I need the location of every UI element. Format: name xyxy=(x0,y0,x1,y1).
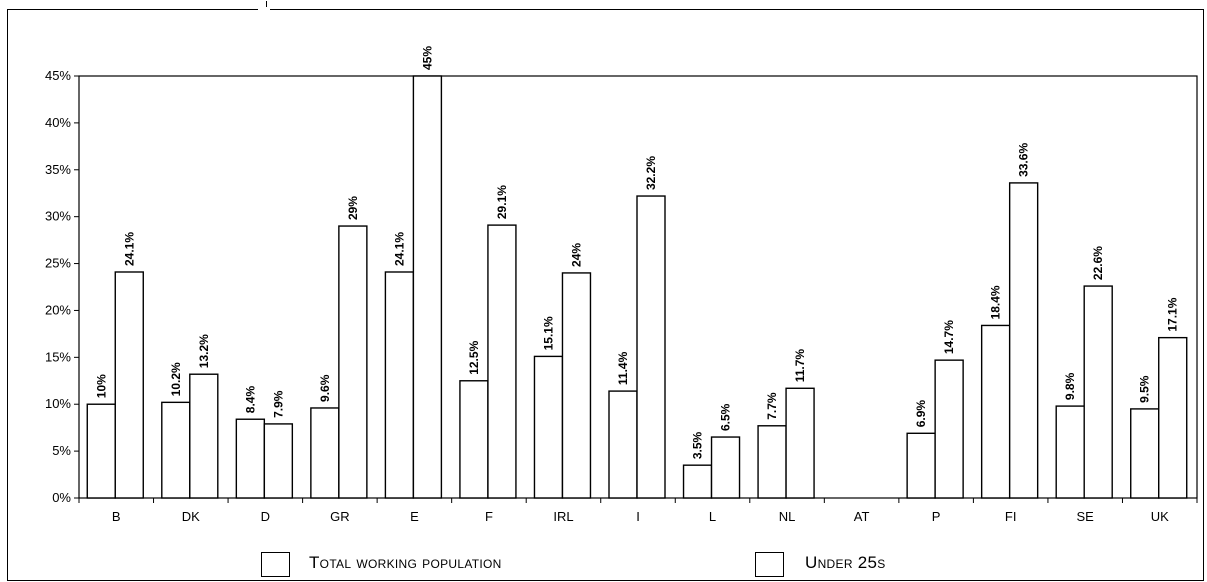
data-label-total: 18.4% xyxy=(989,285,1003,319)
frame-gap xyxy=(258,4,270,14)
bar-under25 xyxy=(710,436,741,499)
bar-under25 xyxy=(263,423,294,499)
x-tick-label: L xyxy=(709,509,716,524)
chart-frame xyxy=(7,9,1204,581)
bar-under25 xyxy=(934,359,964,499)
bar-total xyxy=(459,380,489,499)
data-label-under25: 6.5% xyxy=(719,403,733,431)
x-tick-label: P xyxy=(932,509,941,524)
data-label-under25: 33.6% xyxy=(1017,143,1031,177)
bar-under25 xyxy=(412,75,443,499)
data-label-total: 9.8% xyxy=(1063,372,1077,400)
bar-under25 xyxy=(785,387,815,499)
bar-total xyxy=(682,464,713,499)
bar-under25 xyxy=(561,272,592,499)
data-label-total: 24.1% xyxy=(392,232,406,266)
bar-total xyxy=(235,418,266,499)
data-label-total: 12.5% xyxy=(467,340,481,374)
data-label-under25: 17.1% xyxy=(1166,297,1180,331)
x-tick-label: GR xyxy=(330,509,350,524)
bar-total xyxy=(757,425,787,499)
data-label-total: 11.4% xyxy=(616,351,630,385)
legend-label-under25: Under 25s xyxy=(805,553,886,572)
bar-total xyxy=(310,407,340,499)
data-label-under25: 14.7% xyxy=(942,320,956,354)
data-label-total: 10% xyxy=(94,374,108,398)
y-tick-label: 15% xyxy=(45,349,71,364)
bar-under25 xyxy=(338,225,368,499)
bar-total xyxy=(608,390,638,499)
data-label-under25: 24% xyxy=(569,243,583,267)
data-label-total: 15.1% xyxy=(541,316,555,350)
legend-label-total: Total working population xyxy=(309,553,502,572)
y-tick-label: 20% xyxy=(45,302,71,317)
bar-under25 xyxy=(1008,182,1039,499)
bar-total xyxy=(1130,408,1160,499)
data-label-total: 7.7% xyxy=(765,392,779,420)
y-tick-label: 30% xyxy=(45,209,71,224)
data-label-under25: 24.1% xyxy=(122,232,136,266)
data-label-total: 9.6% xyxy=(318,374,332,402)
x-tick-label: B xyxy=(112,509,121,524)
y-tick-label: 40% xyxy=(45,115,71,130)
y-tick-label: 0% xyxy=(52,490,71,505)
y-tick-label: 25% xyxy=(45,256,71,271)
x-tick-label: D xyxy=(261,509,270,524)
bar-under25 xyxy=(189,373,219,499)
bar-under25 xyxy=(1083,285,1113,499)
data-label-total: 3.5% xyxy=(691,431,705,459)
bar-total xyxy=(533,355,564,499)
legend-swatch-total xyxy=(261,552,290,577)
y-tick-label: 5% xyxy=(52,443,71,458)
x-tick-label: FI xyxy=(1005,509,1017,524)
x-tick-label: UK xyxy=(1151,509,1169,524)
x-tick-label: F xyxy=(485,509,493,524)
data-label-total: 9.5% xyxy=(1138,375,1152,403)
data-label-total: 8.4% xyxy=(243,386,257,414)
bar-under25 xyxy=(487,224,517,499)
x-tick-label: AT xyxy=(854,509,870,524)
x-tick-label: NL xyxy=(779,509,796,524)
bar-total xyxy=(86,403,116,499)
x-tick-label: E xyxy=(410,509,419,524)
x-tick-label: SE xyxy=(1077,509,1095,524)
x-tick-label: I xyxy=(636,509,640,524)
bar-under25 xyxy=(636,195,666,499)
bar-total xyxy=(384,271,415,499)
data-label-under25: 32.2% xyxy=(644,156,658,190)
y-tick-label: 45% xyxy=(45,68,71,83)
x-tick-label: IRL xyxy=(553,509,573,524)
data-label-under25: 7.9% xyxy=(271,390,285,418)
y-tick-label: 35% xyxy=(45,162,71,177)
frame-tick-mark xyxy=(266,1,267,7)
bar-total xyxy=(1055,405,1085,499)
data-label-under25: 13.2% xyxy=(197,334,211,368)
data-label-under25: 11.7% xyxy=(793,349,807,383)
legend-swatch-under25 xyxy=(755,552,784,577)
data-label-total: 6.9% xyxy=(914,400,928,428)
bar-under25 xyxy=(114,271,144,499)
bar-total xyxy=(980,324,1011,499)
data-label-under25: 45% xyxy=(420,46,434,70)
bar-total xyxy=(161,401,191,499)
x-tick-label: DK xyxy=(182,509,200,524)
data-label-under25: 22.6% xyxy=(1091,246,1105,280)
data-label-under25: 29.1% xyxy=(495,185,509,219)
bar-total xyxy=(906,432,936,499)
y-tick-label: 10% xyxy=(45,396,71,411)
data-label-total: 10.2% xyxy=(169,362,183,396)
data-label-under25: 29% xyxy=(346,196,360,220)
bar-under25 xyxy=(1158,336,1188,499)
